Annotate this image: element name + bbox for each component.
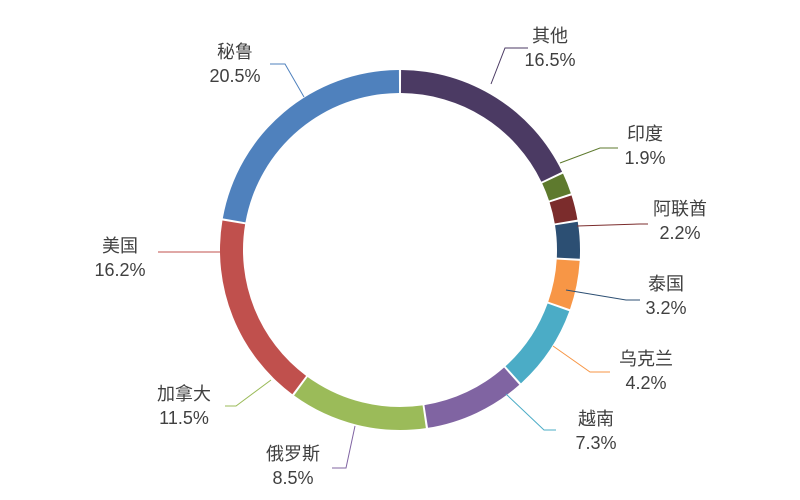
leader-line-3 xyxy=(576,223,648,227)
category-label-2: 印度 xyxy=(627,124,663,144)
leader-line-2 xyxy=(559,147,618,164)
slice-1 xyxy=(400,70,563,182)
category-label-3: 阿联酋 xyxy=(653,199,707,219)
slice-2 xyxy=(542,173,571,201)
category-label-5: 乌克兰 xyxy=(619,349,673,369)
slice-7 xyxy=(424,367,520,428)
value-label-8: 11.5% xyxy=(159,408,209,428)
leader-line-1 xyxy=(490,47,528,85)
value-label-6: 7.3% xyxy=(575,433,616,453)
leader-line-10 xyxy=(270,63,305,98)
value-label-9: 16.2% xyxy=(94,260,145,280)
labels-group: 其他 16.5% 印度 1.9% 阿联酋 2.2% 泰国 3.2% 乌克兰 4.2% 越南 7.3% 俄… xyxy=(94,26,707,488)
slice-8 xyxy=(294,376,426,431)
value-label-2: 1.9% xyxy=(624,148,665,168)
leader-line-8 xyxy=(225,379,272,407)
category-label-8: 加拿大 xyxy=(157,383,211,404)
leader-line-4 xyxy=(565,289,640,301)
slice-4 xyxy=(555,221,580,259)
slices-group xyxy=(220,70,580,431)
leader-lines-group xyxy=(158,47,648,469)
value-label-7: 8.5% xyxy=(272,468,313,488)
category-label-10: 秘鲁 xyxy=(217,42,253,62)
value-label-10: 20.5% xyxy=(209,66,260,86)
slice-9 xyxy=(220,220,307,395)
category-label-4: 泰国 xyxy=(648,274,684,294)
category-label-7: 俄罗斯 xyxy=(266,444,320,464)
value-label-5: 4.2% xyxy=(625,373,666,393)
value-label-4: 3.2% xyxy=(645,298,686,318)
slice-3 xyxy=(549,195,578,224)
value-label-1: 16.5% xyxy=(524,50,575,70)
leader-line-5 xyxy=(552,345,610,373)
leader-line-6 xyxy=(505,393,556,431)
value-label-3: 2.2% xyxy=(659,223,700,243)
category-label-1: 其他 xyxy=(532,26,568,46)
category-label-6: 越南 xyxy=(578,409,614,429)
slice-10 xyxy=(222,70,400,223)
category-label-9: 美国 xyxy=(102,236,138,256)
leader-line-7 xyxy=(332,425,356,469)
slice-5 xyxy=(548,259,580,310)
slice-6 xyxy=(505,303,570,384)
